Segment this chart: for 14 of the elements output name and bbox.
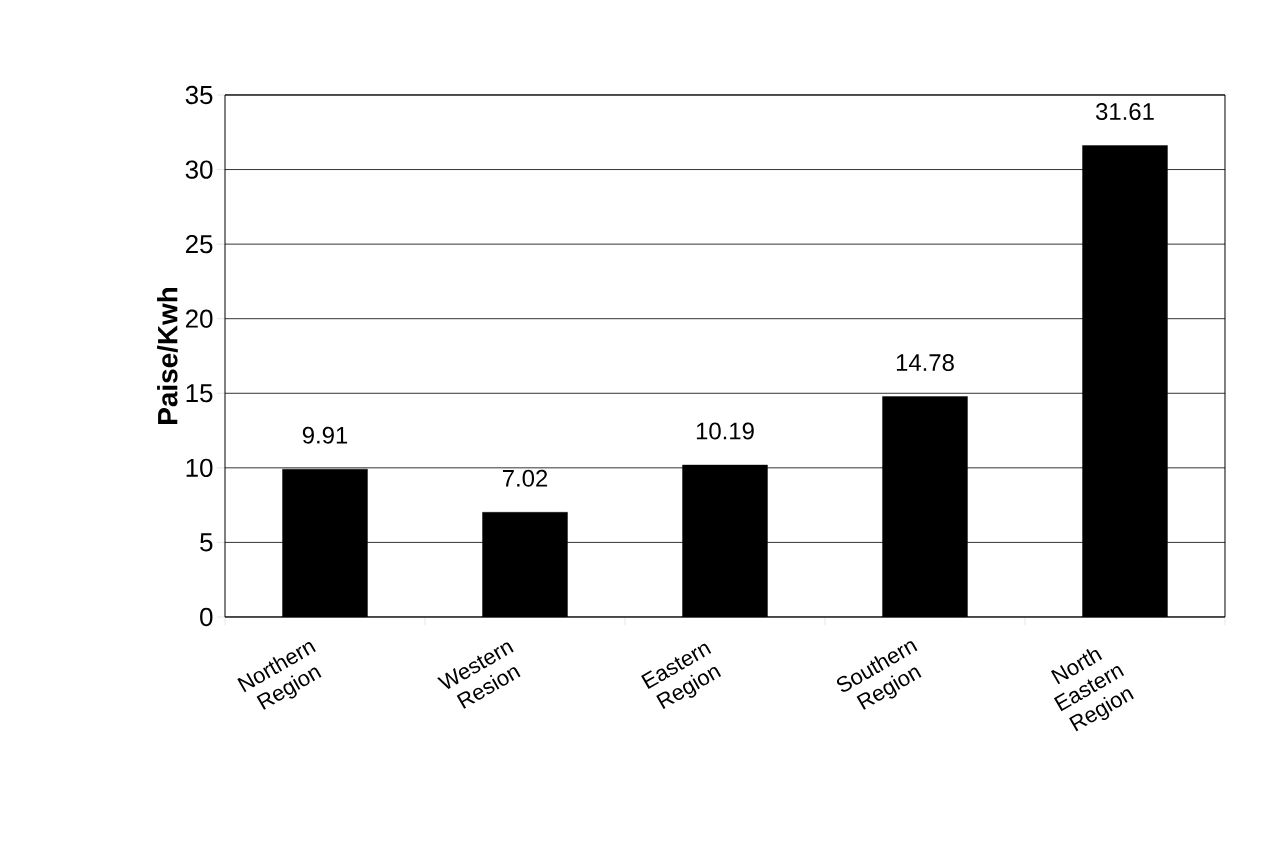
y-tick-label: 15 <box>186 384 213 403</box>
y-axis-title: Paise/Kwh <box>157 287 178 424</box>
data-label: 7.02 <box>502 469 548 487</box>
y-tick-label: 5 <box>200 533 213 552</box>
data-label: 10.19 <box>696 422 754 440</box>
y-tick-label: 35 <box>185 85 213 105</box>
data-label: 14.78 <box>896 354 954 372</box>
y-tick-label: 20 <box>185 309 213 328</box>
y-tick-label: 0 <box>200 607 213 627</box>
y-tick-label: 30 <box>185 160 213 179</box>
data-label: 9.91 <box>302 426 348 444</box>
y-tick-label: 10 <box>186 458 213 478</box>
y-tick-label: 25 <box>185 234 213 254</box>
data-label: 31.61 <box>1095 103 1154 121</box>
